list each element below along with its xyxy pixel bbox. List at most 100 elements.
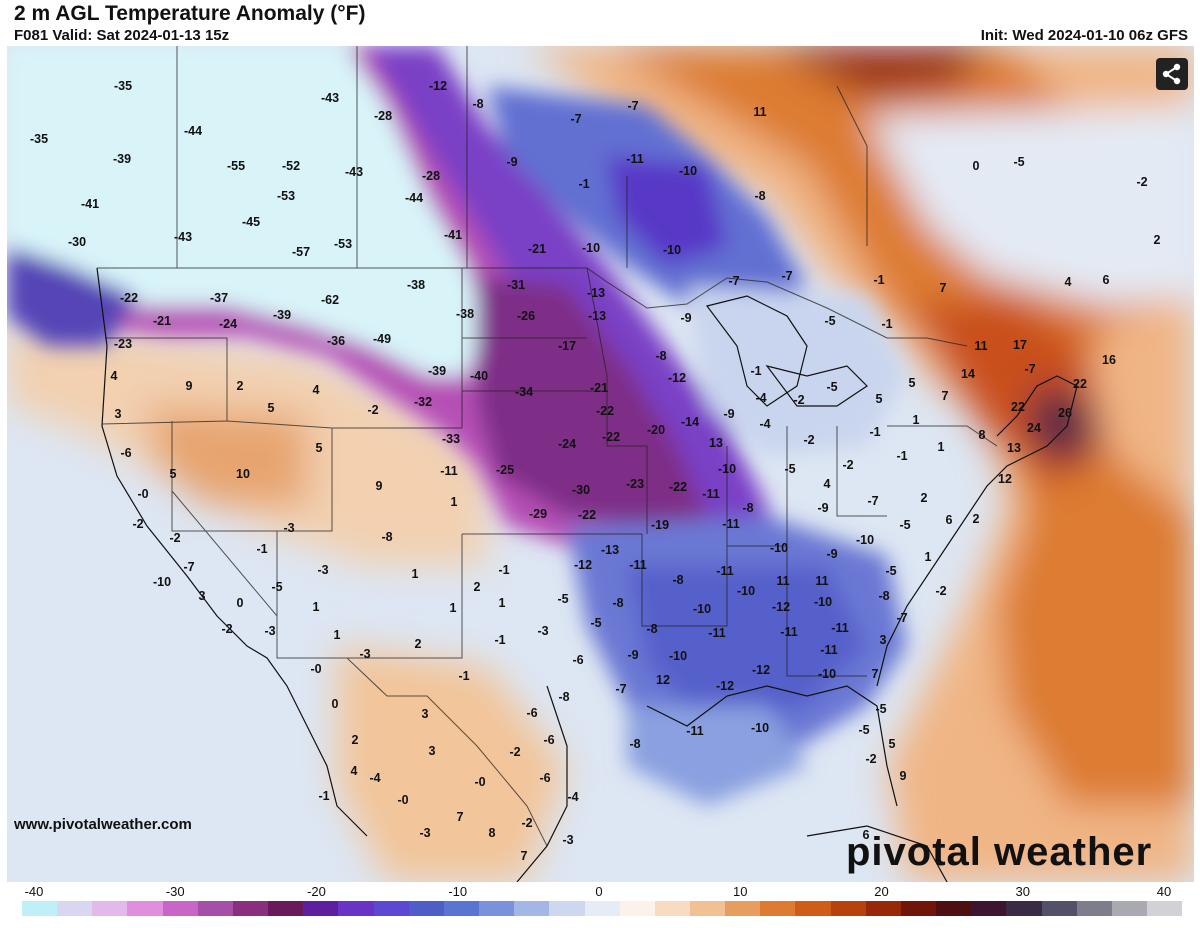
anomaly-value: -1 [256,542,268,556]
anomaly-value: 8 [978,428,986,442]
anomaly-value: -36 [326,334,346,348]
anomaly-value: -37 [209,291,229,305]
anomaly-value: -1 [869,425,881,439]
anomaly-value: -1 [458,669,470,683]
anomaly-value: -13 [600,543,620,557]
anomaly-value: -53 [276,189,296,203]
anomaly-value: 24 [1027,421,1041,435]
anomaly-value: 7 [871,667,879,681]
anomaly-value: 14 [961,367,975,381]
anomaly-value: -12 [715,679,735,693]
anomaly-value: -10 [662,243,682,257]
map-title: 2 m AGL Temperature Anomaly (°F) [14,2,366,25]
anomaly-value: -11 [702,487,720,501]
site-url[interactable]: www.pivotalweather.com [14,816,192,833]
anomaly-map[interactable]: -35 -35 -44 -39 -43 -55 -52 -43 -53 -45 -43 -57 -53-… [7,46,1194,882]
colorbar-swatch [1006,901,1042,916]
anomaly-value: -2 [803,433,815,447]
colorbar-swatch [830,901,866,916]
colorbar-swatch [479,901,515,916]
anomaly-value: 12 [656,673,670,687]
anomaly-value: -35 [113,79,133,93]
anomaly-value: 1 [312,600,320,614]
anomaly-value: -5 [590,616,602,630]
anomaly-value: -24 [557,437,577,451]
anomaly-value: 1 [411,567,419,581]
colorbar-swatch [1076,901,1112,916]
anomaly-value: 6 [1102,273,1110,287]
colorbar-tick-label: 40 [1156,884,1172,899]
anomaly-value: -30 [571,483,591,497]
anomaly-value: -38 [406,278,426,292]
anomaly-value: -13 [586,286,606,300]
anomaly-value: -7 [728,274,740,288]
anomaly-value: -11 [626,152,644,166]
colorbar-swatch [232,901,269,916]
anomaly-value: -26 [516,309,536,323]
colorbar-tick-label: 0 [595,884,603,899]
anomaly-value: -12 [573,558,593,572]
anomaly-value: -8 [472,97,484,111]
anomaly-value: 11 [974,339,988,353]
anomaly-value: 11 [815,574,829,588]
colorbar-swatch [22,901,58,916]
share-button[interactable] [1156,58,1188,90]
colorbar-swatch [303,901,339,916]
anomaly-value: -2 [521,816,533,830]
anomaly-value: -28 [373,109,393,123]
colorbar-swatch [971,901,1007,916]
anomaly-value: -25 [495,463,515,477]
anomaly-value: -1 [873,273,885,287]
anomaly-value: 1 [937,440,945,454]
anomaly-value: 2 [236,379,244,393]
anomaly-value: -1 [750,364,762,378]
anomaly-value: 2 [414,637,422,651]
anomaly-value: -8 [655,349,667,363]
anomaly-value: 3 [114,407,122,421]
anomaly-value: 5 [267,401,275,415]
valid-time: F081 Valid: Sat 2024-01-13 15z [14,27,230,44]
brand-watermark: pivotal weather [846,830,1153,874]
anomaly-value: 3 [428,744,436,758]
anomaly-value: 5 [315,441,323,455]
anomaly-value: 1 [449,601,457,615]
anomaly-value: -2 [221,622,233,636]
colorbar-swatch [408,901,444,916]
anomaly-value: -38 [455,307,475,321]
anomaly-value: 2 [473,580,481,594]
anomaly-value: -11 [629,558,647,572]
anomaly-value: -12 [751,663,771,677]
anomaly-value: -7 [867,494,879,508]
anomaly-value: 1 [333,628,341,642]
colorbar-swatch [900,901,937,916]
anomaly-value: -8 [612,596,624,610]
anomaly-value: -34 [514,385,534,399]
anomaly-value: -12 [771,600,791,614]
colorbar-tick-label: -30 [165,884,185,899]
anomaly-value: 9 [185,379,193,393]
colorbar-tick-label: 20 [874,884,889,899]
colorbar-swatch [1111,901,1147,916]
anomaly-value: -10 [581,241,601,255]
anomaly-value: -2 [367,403,379,417]
anomaly-value: -8 [878,589,890,603]
anomaly-value: 7 [456,810,464,824]
anomaly-value: -44 [404,191,424,205]
anomaly-value: 1 [924,550,932,564]
anomaly-value: 6 [862,828,870,842]
anomaly-value: 11 [776,574,790,588]
anomaly-value: -5 [899,518,911,532]
colorbar-swatch [936,901,972,916]
colorbar-swatch [865,901,901,916]
anomaly-value: -0 [397,793,409,807]
anomaly-value: -10 [668,649,688,663]
anomaly-value: -21 [527,242,547,256]
anomaly-value: 4 [110,369,118,383]
anomaly-value: -7 [896,611,908,625]
anomaly-value: -43 [173,230,193,244]
anomaly-value: -1 [494,633,506,647]
colorbar-swatch [549,901,585,916]
anomaly-value: -52 [281,159,301,173]
anomaly-value: -2 [793,393,805,407]
colorbar-swatch [654,901,690,916]
